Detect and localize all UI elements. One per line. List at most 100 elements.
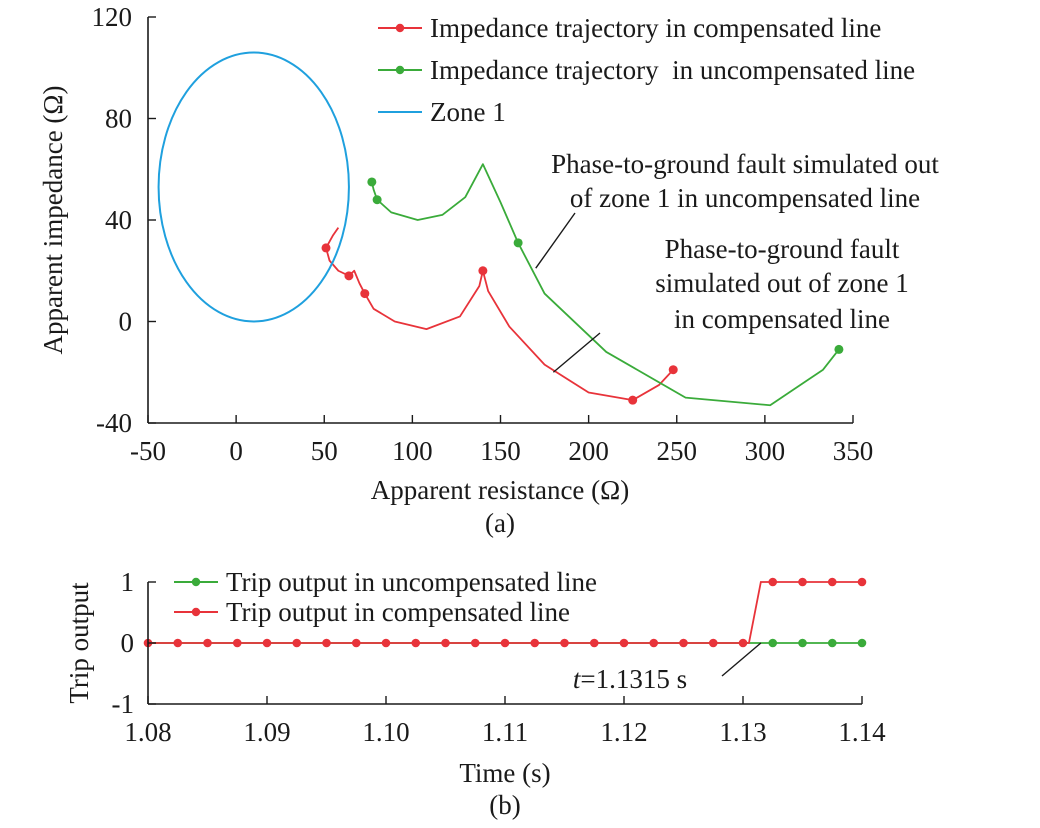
panel-b-x-tick-label: 1.10 xyxy=(362,717,409,747)
panel-b-x-tick-label: 1.14 xyxy=(838,717,886,747)
uncompensated-trajectory-point xyxy=(513,238,523,248)
uncompensated-trajectory-line xyxy=(370,163,840,407)
trip-compensated-point xyxy=(411,638,421,648)
trip-compensated-point xyxy=(173,638,183,648)
annotation-compensated-line-3: in compensated line xyxy=(674,304,890,334)
panel-b-y-tick-label: -1 xyxy=(112,689,135,719)
trip-compensated-point xyxy=(798,577,807,587)
panel-a-ticks: -50 0 50 100 150 200 250 300 350 -40 0 40 80 120 xyxy=(92,2,874,466)
panel-a-caption: (a) xyxy=(485,508,515,538)
compensated-trajectory-point xyxy=(668,365,678,375)
trip-compensated-point xyxy=(322,638,331,648)
annotation-trip-time-label: t=1.1315 s xyxy=(573,664,687,694)
compensated-trajectory-point xyxy=(321,243,331,253)
trip-compensated-point xyxy=(232,638,242,648)
trip-compensated-point xyxy=(708,638,718,648)
compensated-trajectory-point xyxy=(478,266,488,276)
trip-compensated-point xyxy=(738,638,748,648)
trip-compensated-point xyxy=(203,638,212,648)
panel-a-x-tick-label: 250 xyxy=(657,436,698,466)
panel-b-legend: Trip output in uncompensated line Trip o… xyxy=(174,567,597,627)
panel-b-y-tick-label: 0 xyxy=(121,628,135,658)
panel-b-y-tick-label: 1 xyxy=(121,567,135,597)
annotation-compensated-leader xyxy=(552,332,601,373)
trip-compensated-point xyxy=(649,638,659,648)
compensated-trajectory-point xyxy=(628,395,638,405)
panel-a-y-tick-label: -40 xyxy=(96,408,132,438)
panel-a-annotation-compensated: Phase-to-ground fault simulated out of z… xyxy=(552,234,909,373)
trip-compensated-point xyxy=(589,638,599,648)
panel-a-x-tick-label: 50 xyxy=(311,436,338,466)
legend-label-trip-compensated: Trip output in compensated line xyxy=(226,597,570,627)
trip-compensated-point xyxy=(530,638,540,648)
panel-b-x-tick-label: 1.12 xyxy=(600,717,647,747)
panel-b-caption: (b) xyxy=(489,790,520,820)
annotation-trip-time-leader xyxy=(721,642,762,677)
panel-a-series-layer xyxy=(157,51,844,407)
trip-compensated-point xyxy=(857,577,867,587)
uncompensated-trajectory-point xyxy=(372,195,382,205)
panel-b-annotation-trip-time: t=1.1315 s xyxy=(573,642,762,694)
compensated-trajectory-point xyxy=(344,271,354,281)
panel-a: -50 0 50 100 150 200 250 300 350 -40 0 40 80 120 Appa… xyxy=(38,2,939,538)
legend-label-compensated: Impedance trajectory in compensated line xyxy=(430,13,881,43)
panel-a-x-tick-label: 100 xyxy=(392,436,433,466)
legend-marker-compensated xyxy=(395,23,405,33)
panel-a-x-tick-label: 300 xyxy=(745,436,786,466)
trip-compensated-point xyxy=(381,638,391,648)
legend-label-uncompensated: Impedance trajectory in uncompensated li… xyxy=(430,55,915,85)
annotation-trip-time-italic: t xyxy=(573,664,582,694)
legend-marker-uncompensated xyxy=(395,65,405,75)
trip-compensated-point xyxy=(619,638,629,648)
trip-compensated-point xyxy=(351,638,361,648)
panel-a-x-axis-label: Apparent resistance (Ω) xyxy=(371,475,629,505)
panel-a-x-tick-label: 200 xyxy=(568,436,609,466)
trip-compensated-point xyxy=(262,638,272,648)
trip-compensated-point xyxy=(500,638,510,648)
panel-b-series-layer xyxy=(143,577,867,648)
panel-a-y-tick-label: 40 xyxy=(105,205,132,235)
panel-a-annotation-uncompensated: Phase-to-ground fault simulated out of z… xyxy=(535,149,939,269)
zone-1-circle xyxy=(157,51,350,323)
legend-label-trip-uncompensated: Trip output in uncompensated line xyxy=(226,567,597,597)
trip-compensated-point xyxy=(679,638,688,648)
panel-b-x-axis-label: Time (s) xyxy=(459,758,550,788)
annotation-compensated-line-2: simulated out of zone 1 xyxy=(655,268,908,298)
annotation-uncompensated-line-1: Phase-to-ground fault simulated out xyxy=(551,149,939,179)
trip-compensated-point xyxy=(441,638,450,648)
compensated-trajectory-line xyxy=(325,227,674,402)
trip-compensated-point xyxy=(470,638,480,648)
panel-b-x-tick-label: 1.11 xyxy=(482,717,528,747)
panel-a-y-tick-label: 120 xyxy=(92,2,133,32)
trip-compensated-point xyxy=(827,577,837,587)
trip-uncompensated-point xyxy=(798,638,807,648)
panel-a-y-tick-label: 80 xyxy=(105,104,132,134)
panel-a-y-tick-label: 0 xyxy=(119,307,133,337)
trip-compensated-point xyxy=(292,638,302,648)
annotation-uncompensated-leader xyxy=(535,212,576,269)
panel-a-legend: Impedance trajectory in compensated line… xyxy=(378,13,915,127)
legend-marker-trip-compensated xyxy=(191,607,201,617)
trip-uncompensated-point xyxy=(768,638,778,648)
panel-b-x-tick-label: 1.08 xyxy=(124,717,171,747)
annotation-trip-time-value: =1.1315 s xyxy=(580,664,687,694)
trip-uncompensated-point xyxy=(857,638,867,648)
panel-b-x-tick-label: 1.13 xyxy=(719,717,766,747)
annotation-compensated-line-1: Phase-to-ground fault xyxy=(665,234,900,264)
panel-a-x-tick-label: 350 xyxy=(833,436,874,466)
trip-compensated-point xyxy=(560,638,569,648)
compensated-trajectory-point xyxy=(360,289,370,299)
trip-uncompensated-point xyxy=(827,638,837,648)
trip-compensated-point xyxy=(768,577,778,587)
panel-a-x-tick-label: 0 xyxy=(229,436,243,466)
panel-a-x-tick-label: 150 xyxy=(480,436,521,466)
uncompensated-trajectory-point xyxy=(834,344,844,354)
annotation-uncompensated-line-2: of zone 1 in uncompensated line xyxy=(570,183,920,213)
panel-b-ticks: 1.08 1.09 1.10 1.11 1.12 1.13 1.14 -1 0 1 xyxy=(112,567,887,747)
legend-marker-trip-uncompensated xyxy=(191,577,201,587)
legend-label-zone1: Zone 1 xyxy=(430,97,506,127)
uncompensated-trajectory-point xyxy=(367,177,377,187)
panel-b-x-tick-label: 1.09 xyxy=(243,717,290,747)
panel-a-y-axis-label: Apparent impedance (Ω) xyxy=(38,86,68,355)
